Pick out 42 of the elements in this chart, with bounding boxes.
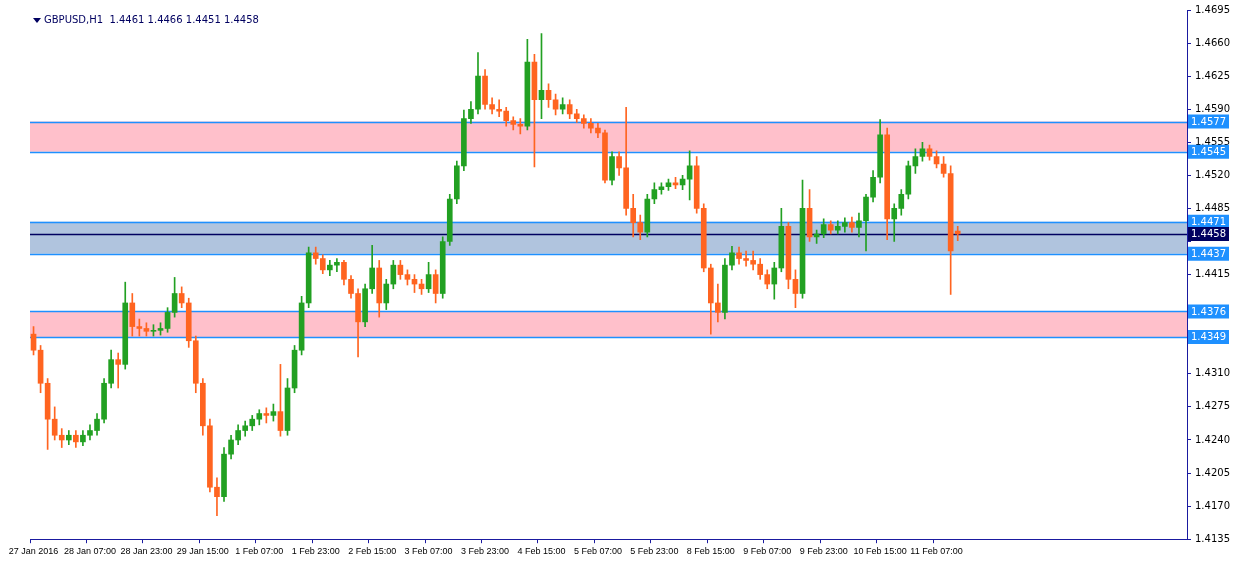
y-tick-label: 1.4275 (1195, 400, 1231, 412)
x-tick-label: 29 Jan 15:00 (176, 546, 229, 557)
x-tick-label: 2 Feb 15:00 (348, 546, 397, 557)
x-tick-label: 27 Jan 2016 (8, 546, 59, 557)
x-tick-label: 1 Feb 07:00 (235, 546, 284, 557)
y-tick-label: 1.4485 (1195, 202, 1231, 214)
y-tick-label: 1.4695 (1195, 3, 1231, 15)
x-tick-label: 9 Feb 07:00 (743, 546, 792, 557)
x-tick-label: 5 Feb 23:00 (630, 546, 679, 557)
y-tick-label: 1.4415 (1195, 268, 1231, 280)
ref-line-label: 1.4376 (1191, 305, 1227, 317)
ref-line-label: 1.4577 (1191, 115, 1227, 127)
y-tick-label: 1.4590 (1195, 102, 1231, 114)
x-tick-label: 3 Feb 23:00 (461, 546, 510, 557)
y-tick-label: 1.4660 (1195, 36, 1231, 48)
x-tick-label: 4 Feb 15:00 (517, 546, 566, 557)
y-tick-label: 1.4240 (1195, 433, 1231, 445)
ref-line-label: 1.4545 (1191, 145, 1227, 157)
x-tick-label: 8 Feb 15:00 (686, 546, 735, 557)
ref-line-label: 1.4458 (1191, 228, 1227, 240)
x-tick-label: 11 Feb 07:00 (910, 546, 963, 557)
ref-line-label: 1.4349 (1191, 331, 1227, 343)
x-tick-label: 1 Feb 23:00 (291, 546, 340, 557)
x-tick-label: 9 Feb 23:00 (799, 546, 848, 557)
x-tick-label: 5 Feb 07:00 (573, 546, 622, 557)
y-tick-label: 1.4205 (1195, 466, 1231, 478)
y-tick-label: 1.4135 (1195, 532, 1231, 544)
y-tick-label: 1.4625 (1195, 69, 1231, 81)
y-tick-label: 1.4310 (1195, 367, 1231, 379)
candlestick (334, 258, 340, 273)
y-tick-label: 1.4555 (1195, 135, 1231, 147)
ref-line-label: 1.4471 (1191, 215, 1227, 227)
candlestick (954, 226, 961, 241)
x-tick-label: 28 Jan 23:00 (120, 546, 173, 557)
ref-line-label: 1.4437 (1191, 247, 1227, 259)
x-tick-label: 10 Feb 15:00 (853, 546, 907, 557)
candlestick (115, 352, 122, 389)
y-tick-label: 1.4520 (1195, 168, 1231, 180)
y-tick-label: 1.4170 (1195, 499, 1231, 511)
x-tick-label: 28 Jan 07:00 (63, 546, 116, 557)
chart-title: GBPUSD,H1 1.4461 1.4466 1.4451 1.4458 (44, 13, 259, 25)
x-tick-label: 3 Feb 07:00 (404, 546, 453, 557)
